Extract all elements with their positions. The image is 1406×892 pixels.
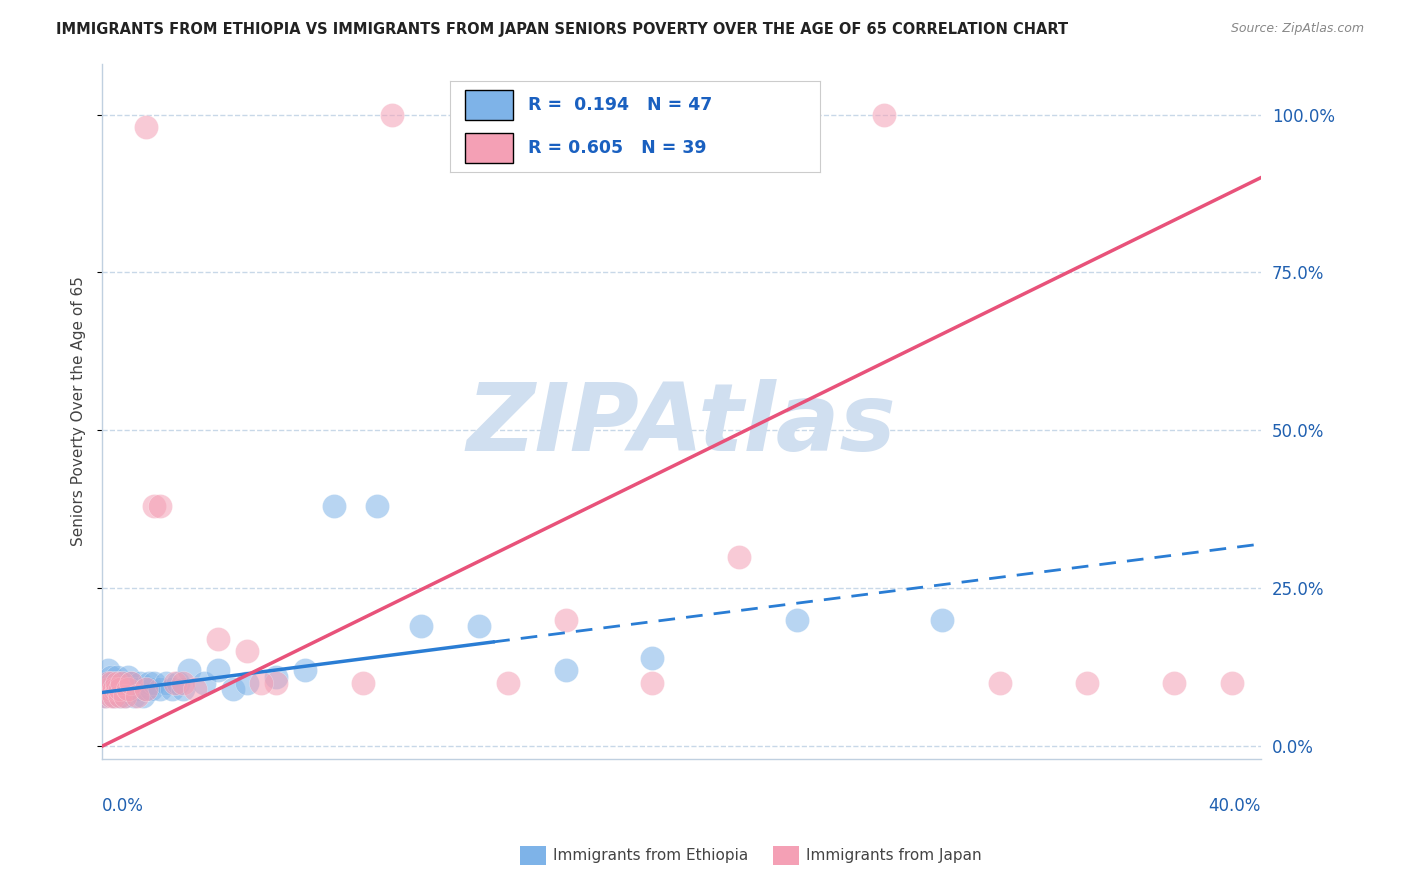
Point bbox=[155, 676, 177, 690]
Point bbox=[114, 689, 136, 703]
Point bbox=[1076, 676, 1098, 690]
Point bbox=[149, 499, 172, 513]
Point bbox=[381, 107, 404, 121]
Point bbox=[143, 676, 166, 690]
Point bbox=[193, 676, 215, 690]
Point bbox=[111, 676, 134, 690]
Point bbox=[177, 664, 200, 678]
Point bbox=[108, 689, 131, 703]
Text: Immigrants from Ethiopia: Immigrants from Ethiopia bbox=[553, 848, 748, 863]
Text: 0.0%: 0.0% bbox=[103, 797, 143, 815]
Point bbox=[100, 670, 122, 684]
Text: IMMIGRANTS FROM ETHIOPIA VS IMMIGRANTS FROM JAPAN SENIORS POVERTY OVER THE AGE O: IMMIGRANTS FROM ETHIOPIA VS IMMIGRANTS F… bbox=[56, 22, 1069, 37]
Point bbox=[114, 689, 136, 703]
Point bbox=[931, 613, 953, 627]
Point bbox=[135, 682, 157, 697]
Point bbox=[163, 676, 186, 690]
Point bbox=[641, 676, 664, 690]
Point bbox=[143, 499, 166, 513]
Point bbox=[264, 670, 287, 684]
Point bbox=[105, 676, 128, 690]
Point bbox=[100, 689, 122, 703]
Text: ZIPAtlas: ZIPAtlas bbox=[467, 379, 896, 471]
Point bbox=[122, 689, 145, 703]
Point bbox=[117, 676, 139, 690]
Point bbox=[207, 664, 229, 678]
Point bbox=[100, 676, 122, 690]
Point bbox=[120, 676, 142, 690]
Point bbox=[236, 676, 259, 690]
Point bbox=[108, 676, 131, 690]
Point bbox=[988, 676, 1011, 690]
Point bbox=[120, 676, 142, 690]
Point bbox=[103, 689, 125, 703]
Point bbox=[117, 670, 139, 684]
Point bbox=[108, 682, 131, 697]
Point bbox=[97, 676, 120, 690]
Point bbox=[873, 107, 896, 121]
Point bbox=[496, 676, 519, 690]
Point bbox=[103, 682, 125, 697]
Point bbox=[207, 632, 229, 646]
Point bbox=[149, 682, 172, 697]
Y-axis label: Seniors Poverty Over the Age of 65: Seniors Poverty Over the Age of 65 bbox=[72, 277, 86, 547]
Point bbox=[467, 619, 489, 633]
Point bbox=[322, 499, 344, 513]
Point bbox=[236, 644, 259, 658]
Point bbox=[264, 676, 287, 690]
Point bbox=[117, 682, 139, 697]
Point bbox=[641, 650, 664, 665]
Point bbox=[125, 682, 148, 697]
Point bbox=[94, 689, 117, 703]
Point bbox=[554, 664, 576, 678]
Point bbox=[172, 682, 194, 697]
Point bbox=[135, 682, 157, 697]
Point bbox=[467, 107, 489, 121]
Point bbox=[114, 682, 136, 697]
Point bbox=[184, 682, 207, 697]
Point bbox=[135, 120, 157, 135]
Point bbox=[111, 682, 134, 697]
Point bbox=[97, 682, 120, 697]
Point bbox=[105, 682, 128, 697]
Point bbox=[128, 676, 150, 690]
Point bbox=[97, 676, 120, 690]
Point bbox=[141, 682, 163, 697]
Point bbox=[105, 682, 128, 697]
Point bbox=[554, 613, 576, 627]
Point bbox=[409, 619, 432, 633]
Point bbox=[100, 682, 122, 697]
Point bbox=[120, 682, 142, 697]
Point bbox=[138, 676, 160, 690]
Point bbox=[103, 676, 125, 690]
Point bbox=[366, 499, 388, 513]
Point bbox=[166, 676, 188, 690]
Point bbox=[111, 676, 134, 690]
Point bbox=[105, 670, 128, 684]
Point bbox=[294, 664, 316, 678]
Point bbox=[172, 676, 194, 690]
Text: Source: ZipAtlas.com: Source: ZipAtlas.com bbox=[1230, 22, 1364, 36]
Text: Immigrants from Japan: Immigrants from Japan bbox=[806, 848, 981, 863]
Point bbox=[125, 689, 148, 703]
Point bbox=[786, 613, 808, 627]
Point bbox=[108, 689, 131, 703]
Point bbox=[1220, 676, 1243, 690]
Point bbox=[160, 682, 183, 697]
Point bbox=[1163, 676, 1185, 690]
Point bbox=[728, 549, 751, 564]
Point bbox=[250, 676, 273, 690]
Text: 40.0%: 40.0% bbox=[1208, 797, 1261, 815]
Point bbox=[221, 682, 243, 697]
Point bbox=[132, 689, 155, 703]
Point bbox=[94, 689, 117, 703]
Point bbox=[352, 676, 374, 690]
Point bbox=[97, 664, 120, 678]
Point bbox=[103, 689, 125, 703]
